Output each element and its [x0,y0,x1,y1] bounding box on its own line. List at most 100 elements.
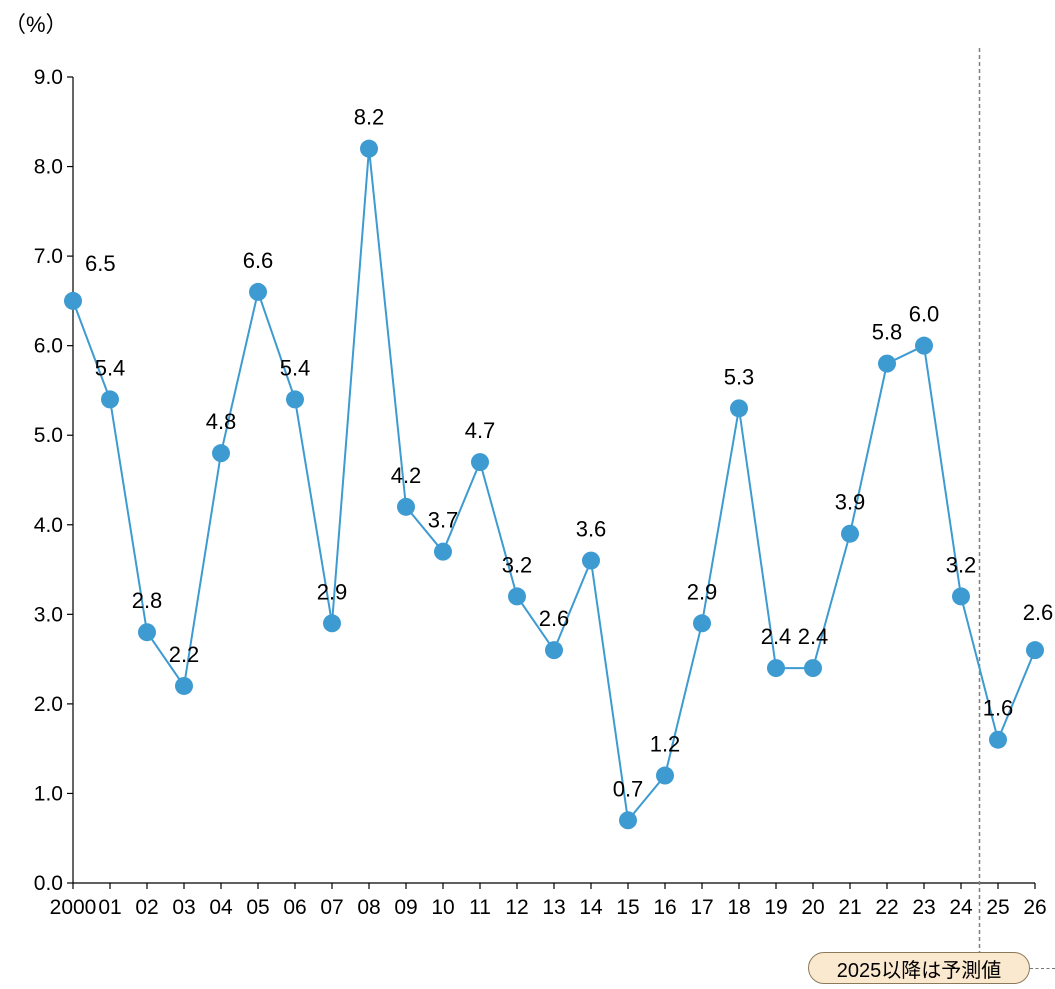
x-tick-label: 09 [394,896,417,919]
data-point [804,659,822,678]
data-point [878,354,896,373]
x-tick-label: 22 [875,896,898,919]
data-point [619,811,637,830]
data-label: 2.4 [798,624,829,649]
data-label: 6.6 [243,248,274,273]
data-point [286,390,304,409]
data-label: 4.8 [206,409,237,434]
y-tick-label: 3.0 [34,603,63,626]
data-label: 2.9 [687,579,718,604]
x-tick-label: 04 [209,896,233,919]
series-line [64,139,1044,830]
data-point [360,139,378,158]
data-label: 2.4 [761,624,792,649]
y-tick-label: 8.0 [34,156,63,179]
data-point [397,497,415,516]
x-tick-label: 06 [283,896,306,919]
data-point [841,524,859,543]
x-tick-label: 14 [579,896,603,919]
x-tick-label: 17 [690,896,713,919]
data-point [767,659,785,678]
data-point [101,390,119,409]
x-tick-label: 26 [1023,896,1046,919]
y-tick-label: 1.0 [34,782,63,805]
x-tick-label: 16 [653,896,676,919]
x-tick-label: 03 [172,896,195,919]
data-label: 4.7 [465,418,496,443]
data-label: 6.5 [85,251,116,276]
x-tick-label: 12 [505,896,528,919]
data-point [656,766,674,785]
data-point [323,614,341,633]
data-point [545,641,563,660]
forecast-note: 2025以降は予測値 [808,952,1030,984]
x-tick-label: 02 [135,896,158,919]
data-label: 2.2 [169,642,200,667]
data-point [64,291,82,310]
data-point [730,399,748,418]
data-point [249,282,267,301]
data-label: 2.9 [317,579,348,604]
data-point [138,623,156,642]
data-point [175,676,193,695]
x-tick-label: 05 [246,896,269,919]
y-tick-label: 4.0 [34,514,63,537]
data-point [508,587,526,606]
data-label: 5.3 [724,364,755,389]
data-point [952,587,970,606]
data-label: 8.2 [354,105,385,130]
y-tick-label: 5.0 [34,424,63,447]
data-label: 3.2 [946,552,977,577]
data-point [434,542,452,561]
x-axis: 2000 01 02 03 04 05 06 07 08 09 10 11 12 13 14 15 16 17 18… [50,882,1047,919]
data-label: 5.8 [872,320,903,345]
y-tick-label: 7.0 [34,245,63,268]
data-point [471,453,489,472]
x-tick-label: 07 [320,896,343,919]
data-label: 1.2 [650,732,681,757]
forecast-note-leader [1030,968,1055,969]
x-tick-label: 15 [616,896,639,919]
data-label: 3.9 [835,490,866,515]
series-path [72,148,1036,823]
x-tick-label: 19 [764,896,787,919]
x-tick-label: 20 [801,896,824,919]
data-point [693,614,711,633]
data-label: 4.2 [391,463,422,488]
data-label: 1.6 [983,696,1014,721]
data-point [989,730,1007,749]
data-label: 0.7 [613,776,644,801]
data-point [1026,641,1044,660]
data-labels: 6.5 5.4 2.8 2.2 4.8 6.6 5.4 2.9 8.2 4.23.7 4.7 3.2 2… [85,105,1053,802]
x-tick-label: 18 [727,896,750,919]
data-label: 3.6 [576,517,607,542]
data-point [212,444,230,463]
data-label: 5.4 [280,355,311,380]
x-tick-label: 23 [912,896,935,919]
data-label: 2.8 [132,588,163,613]
x-tick-label: 08 [357,896,380,919]
data-label: 5.4 [95,355,126,380]
data-point [915,336,933,355]
y-axis: 0.0 1.0 2.0 3.0 4.0 5.0 6.0 7.0 8.0 9.0 [34,66,74,895]
data-label: 2.6 [539,606,570,631]
data-label: 3.7 [428,508,459,533]
x-tick-label: 21 [838,896,861,919]
y-tick-label: 9.0 [34,66,63,89]
y-axis-unit-label: （%） [4,12,68,37]
x-tick-label: 01 [98,896,121,919]
y-tick-label: 0.0 [34,872,63,895]
x-tick-label: 11 [469,896,491,919]
x-tick-label: 10 [431,896,454,919]
data-label: 3.2 [502,552,533,577]
y-tick-label: 6.0 [34,335,63,358]
x-tick-label: 2000 [50,896,97,919]
x-tick-label: 13 [542,896,565,919]
y-tick-label: 2.0 [34,693,63,716]
data-point [582,551,600,570]
data-label: 2.6 [1023,600,1054,625]
data-label: 6.0 [909,302,940,327]
x-tick-label: 25 [986,896,1009,919]
x-tick-label: 24 [949,896,973,919]
